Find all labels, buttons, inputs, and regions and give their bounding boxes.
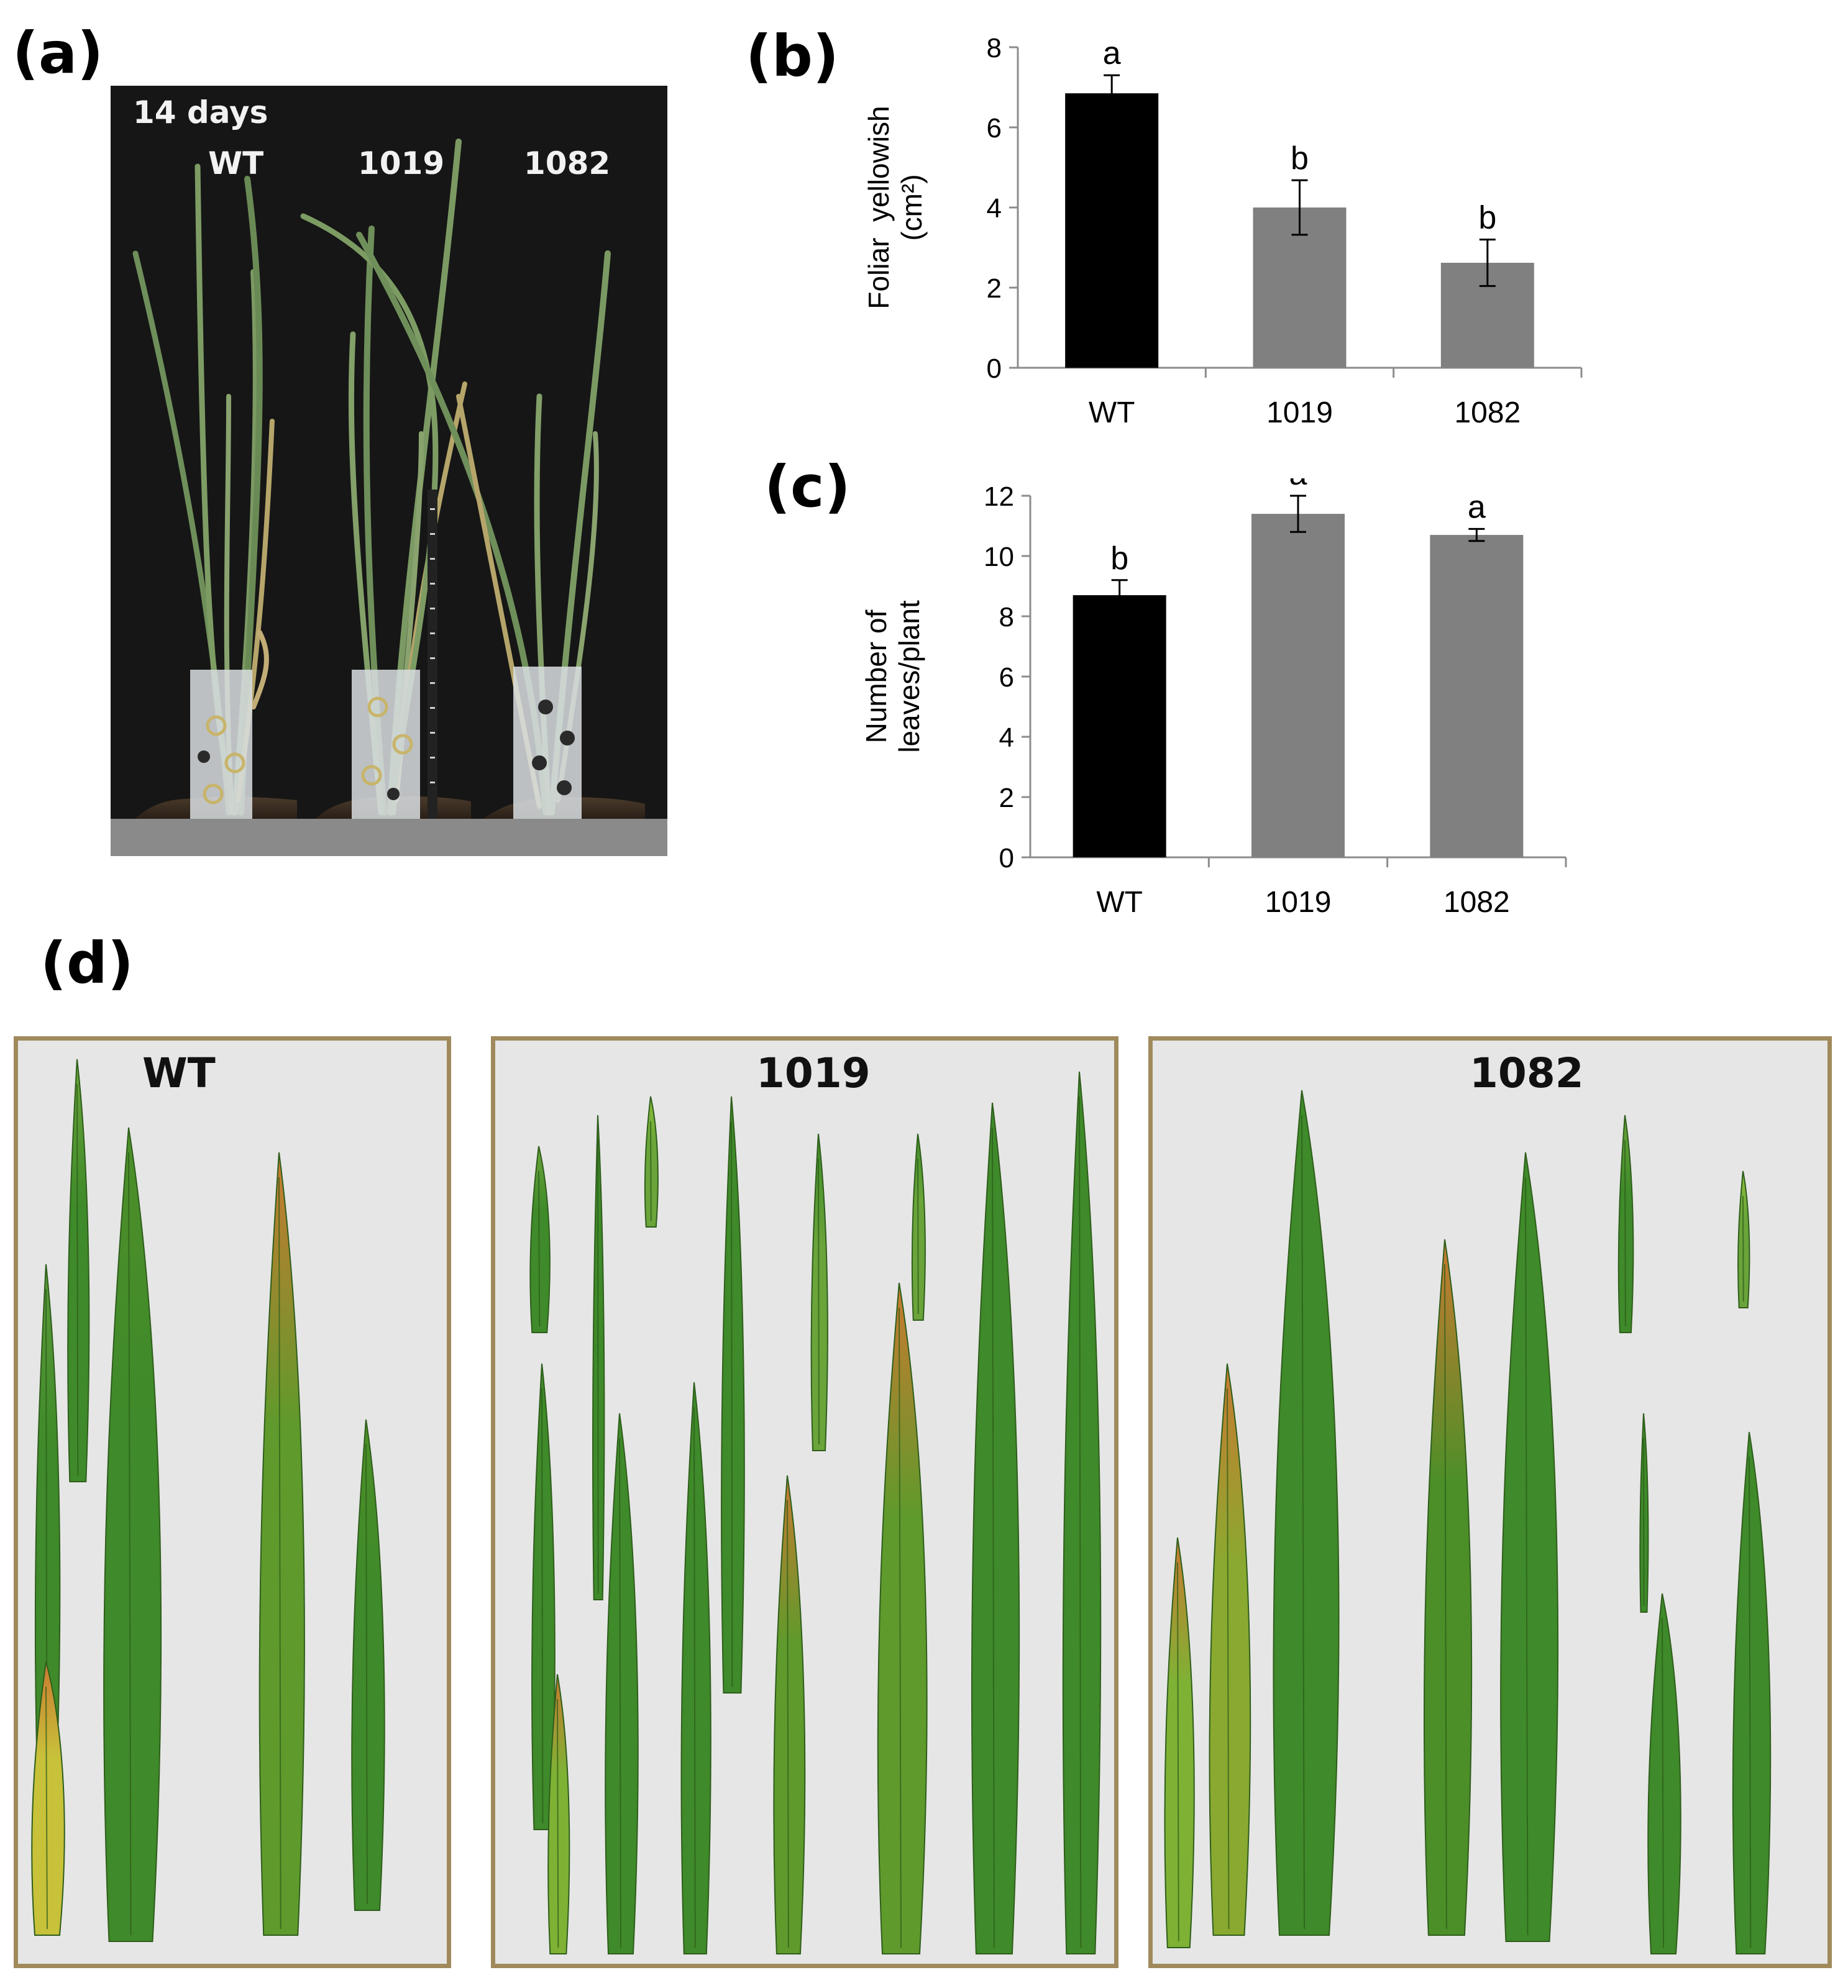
leaf-1019-13 bbox=[971, 1102, 1020, 1954]
chart-leaves-per-plant: 0 2 4 6 8 10 12 b WT a 1019 a 1082 Number ofleaves/pl… bbox=[860, 478, 1567, 919]
photo-genotype-1082: 1082 bbox=[524, 145, 611, 181]
leaf-1082-9 bbox=[1647, 1593, 1681, 1954]
chart-b-significance-1082: b bbox=[1478, 200, 1496, 236]
leaf-box-1019: 1019 bbox=[491, 1036, 1118, 1968]
chart-c-category-label-WT: WT bbox=[1096, 886, 1143, 919]
chart-b-significance-1019: b bbox=[1291, 140, 1309, 176]
chart-b-category-label-WT: WT bbox=[1089, 396, 1135, 429]
leaf-1082-10 bbox=[1732, 1431, 1772, 1954]
chart-b-ytick-label: 4 bbox=[987, 193, 1002, 224]
chart-b-ytick-label: 2 bbox=[987, 273, 1002, 304]
leaf-1082-4 bbox=[1617, 1115, 1634, 1333]
panel-c-label: (c) bbox=[764, 454, 851, 520]
chart-c-bar-1019 bbox=[1251, 514, 1345, 857]
chart-c-ytick-label: 0 bbox=[999, 843, 1014, 873]
leaf-1082-6 bbox=[1209, 1363, 1251, 1936]
leaf-1019-9 bbox=[605, 1413, 639, 1954]
leaf-1019-3 bbox=[644, 1096, 659, 1228]
leaf-scan-1019 bbox=[529, 1071, 1102, 1954]
days-label: 14 days bbox=[133, 94, 268, 130]
leaf-1019-10 bbox=[680, 1382, 711, 1954]
chart-c-ytick-label: 10 bbox=[984, 542, 1014, 572]
leaf-1082-5 bbox=[1737, 1170, 1750, 1308]
leaf-wt-5 bbox=[103, 1127, 162, 1942]
chart-foliar-yellowish: 0 2 4 6 8 a WT b 1019 b 1082 Foliar yellowish (cm²) bbox=[862, 33, 1583, 429]
chart-c-significance-1019: a bbox=[1289, 478, 1307, 492]
chart-b-ylabel-line-2: (cm²) bbox=[895, 174, 928, 240]
chart-c-ytick-label: 6 bbox=[999, 662, 1014, 693]
leaf-1019-1 bbox=[529, 1146, 551, 1333]
leaf-wt-7 bbox=[351, 1419, 385, 1911]
leaf-1019-4 bbox=[531, 1363, 556, 1830]
leaf-1019-8 bbox=[547, 1674, 570, 1954]
photo-genotype-wt: WT bbox=[208, 145, 264, 181]
chart-c-category-label-1019: 1019 bbox=[1265, 886, 1332, 919]
chart-b-bar-WT bbox=[1065, 93, 1159, 368]
chart-c-significance-WT: b bbox=[1110, 540, 1128, 577]
chart-c-ytick-label: 12 bbox=[984, 481, 1014, 512]
leaf-scan-1082 bbox=[1164, 1090, 1772, 1954]
leaf-1019-11 bbox=[773, 1475, 806, 1954]
leaf-wt-3 bbox=[31, 1661, 65, 1936]
leaf-1019-14 bbox=[1062, 1071, 1102, 1954]
photo-genotype-1019: 1019 bbox=[358, 145, 445, 181]
leaf-box-title-wt: WT bbox=[142, 1049, 216, 1097]
leaf-1019-12 bbox=[877, 1282, 928, 1954]
leaf-1082-2 bbox=[1423, 1239, 1473, 1936]
chart-b-ytick-label: 8 bbox=[987, 33, 1002, 63]
leaf-1082-1 bbox=[1273, 1090, 1340, 1936]
leaf-1082-7 bbox=[1164, 1537, 1195, 1948]
leaf-1019-5 bbox=[721, 1096, 745, 1694]
chart-c-ylabel-line-1: Number of bbox=[860, 609, 892, 743]
leaf-box-title-1019: 1019 bbox=[756, 1049, 871, 1097]
leaf-wt-6 bbox=[258, 1152, 305, 1936]
chart-c-ytick-label: 8 bbox=[999, 602, 1014, 632]
chart-b-category-label-1019: 1019 bbox=[1266, 396, 1333, 429]
leaf-1082-8 bbox=[1639, 1413, 1649, 1613]
leaf-box-wt: WT bbox=[14, 1036, 451, 1968]
leaf-box-1082: 1082 bbox=[1148, 1036, 1832, 1968]
plant-photo: 14 days WT 1019 1082 bbox=[111, 86, 667, 856]
leaf-box-title-1082: 1082 bbox=[1470, 1049, 1584, 1097]
chart-b-ytick-label: 6 bbox=[987, 113, 1002, 144]
chart-c-bar-1082 bbox=[1430, 535, 1524, 857]
chart-c-ytick-label: 2 bbox=[999, 783, 1014, 813]
chart-c-bar-WT bbox=[1073, 595, 1166, 857]
chart-c-significance-1082: a bbox=[1468, 489, 1486, 525]
panel-a-label: (a) bbox=[12, 20, 104, 86]
leaf-1082-3 bbox=[1500, 1152, 1559, 1942]
leaf-scan-wt bbox=[31, 1059, 385, 1942]
leaf-1019-6 bbox=[810, 1133, 828, 1451]
chart-b-category-label-1082: 1082 bbox=[1454, 396, 1521, 429]
chart-c-ylabel-line-2: leaves/plant bbox=[893, 600, 925, 753]
chart-b-ylabel-line-1: Foliar yellowish bbox=[862, 106, 895, 309]
chart-b-ytick-label: 0 bbox=[987, 353, 1002, 384]
leaf-wt-2 bbox=[67, 1059, 90, 1482]
plant-photo-drawing bbox=[111, 86, 667, 856]
leaf-1019-7 bbox=[911, 1133, 926, 1321]
chart-c-ytick-label: 4 bbox=[999, 723, 1014, 753]
chart-c-category-label-1082: 1082 bbox=[1443, 886, 1510, 919]
panel-b-label: (b) bbox=[746, 23, 839, 89]
chart-b-significance-WT: a bbox=[1103, 35, 1121, 71]
leaf-1019-2 bbox=[592, 1115, 605, 1600]
panel-d-label: (d) bbox=[40, 930, 134, 996]
